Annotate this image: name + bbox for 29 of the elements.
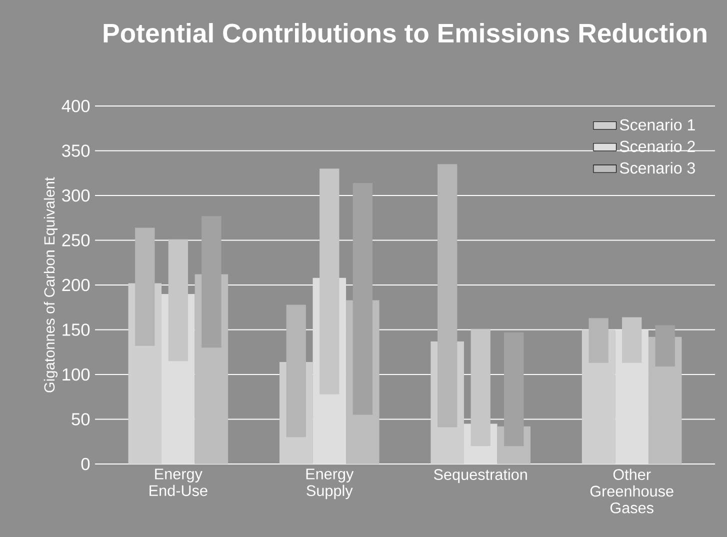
bar: [504, 332, 524, 446]
y-tick-label: 300: [62, 189, 90, 202]
y-tick-label: 0: [81, 458, 90, 470]
x-tick-label: Other Greenhouse Gases: [590, 468, 674, 514]
y-tick-label: 350: [62, 144, 90, 157]
bar: [286, 304, 306, 438]
bar: [470, 328, 490, 446]
bar: [135, 228, 155, 346]
bar: [655, 325, 675, 366]
y-tick-label: 400: [62, 100, 90, 112]
bar: [438, 164, 458, 428]
y-axis-title: Gigatonnes of Carbon Equivalent: [44, 177, 58, 392]
bar: [622, 317, 642, 363]
x-tick-label: Energy End-Use: [150, 468, 208, 496]
bar: [588, 318, 608, 363]
y-tick-label: 200: [62, 278, 90, 292]
bar: [202, 216, 222, 348]
y-tick-label: 150: [62, 324, 90, 336]
bar: [168, 239, 188, 362]
legend-label: Scenario 3: [620, 162, 695, 174]
x-tick-label: Sequestration: [434, 468, 527, 483]
x-tick-label: Energy Supply: [306, 468, 354, 500]
bar: [320, 168, 340, 394]
legend-label: Scenario 1: [620, 118, 695, 131]
y-tick-label: 50: [72, 413, 90, 426]
y-tick-label: 250: [62, 234, 90, 246]
bar: [352, 182, 372, 415]
y-tick-label: 100: [62, 368, 90, 381]
chart-title: Potential Contributions to Emissions Reduction: [104, 23, 706, 43]
